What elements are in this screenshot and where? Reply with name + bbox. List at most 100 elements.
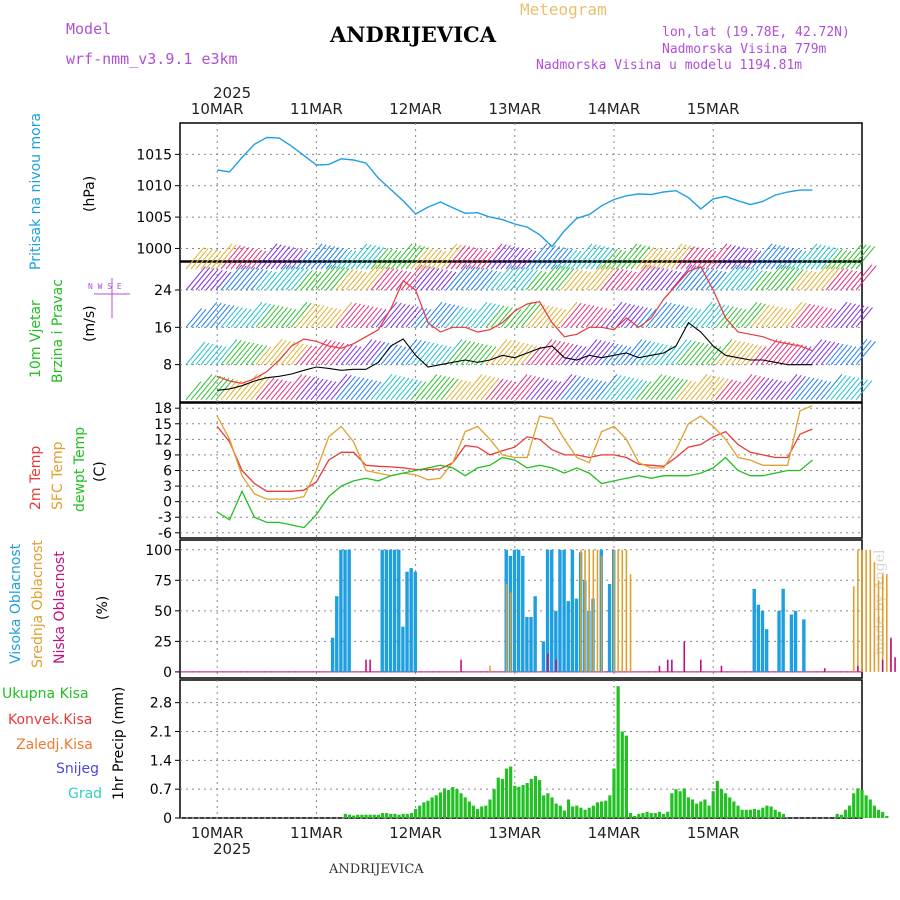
precip-bar-33 [480,806,484,818]
wind-barb-648 [725,247,745,270]
wind-barb-90 [635,266,656,291]
wind-barb-129 [830,268,849,291]
wind-barb-126 [815,266,836,291]
wind-barb-655 [760,245,781,270]
day-label-top-3: 13MAR [488,100,541,118]
wind-barb-144 [230,308,248,328]
wind-barb-499 [655,376,676,400]
wind-barb-267 [845,305,865,328]
wind-barb-573 [350,244,372,270]
cloud-high-bar-10 [401,626,405,672]
wind-barb-405 [185,381,202,400]
wind-barb-443 [375,375,397,400]
wind-barb-629 [630,246,651,270]
wind-barb-35 [360,265,382,291]
wind-barb-373 [700,345,718,365]
wind-barb-274 [205,345,223,365]
wind-barb-574 [355,245,376,270]
wind-barb-199 [505,309,522,328]
wind-barb-542 [195,248,213,270]
wind-barb-148 [250,303,271,328]
precip-bar-36 [492,789,496,818]
cloud-high-bar-12 [409,568,413,672]
wind-barb-235 [685,309,702,328]
wind-barb-429 [305,378,324,400]
precip-bar-93 [728,797,732,818]
wind-barb-430 [310,379,328,400]
wind-barb-334 [505,342,525,365]
wind-barb-543 [200,249,218,270]
wind-barb-474 [530,378,549,400]
wind-barb-587 [420,248,438,270]
wind-barb-112 [745,269,763,291]
wind-barb-476 [540,380,558,400]
wind-barb-571 [340,250,357,270]
wind-barb-450 [410,381,427,400]
precip-bar-101 [761,807,765,818]
wind-barb-382 [745,345,763,365]
wind-barb-250 [760,306,779,328]
wind-barb-589 [430,250,447,270]
cloud-high-bar-6 [384,549,389,672]
wind-barb-552 [245,249,263,270]
wind-barb-341 [540,340,561,365]
wind-barb-284 [255,346,272,365]
wind-barb-23 [300,270,318,291]
wind-barb-113 [750,270,768,291]
wind-barb-351 [590,341,611,365]
wind-barb-214 [580,306,599,328]
wind-barb-285 [260,339,283,365]
precip-bar-39 [504,768,509,818]
wind-barb-471 [515,375,536,400]
wind-barb-255 [785,302,807,328]
cloud-high-bar-13 [413,571,417,672]
wind-barb-626 [615,243,638,270]
wind-barb-55 [460,267,481,291]
wind-barb-547 [220,245,241,270]
wind-barb-366 [665,339,688,365]
wind-barb-409 [205,376,226,400]
wind-barb-511 [715,379,733,400]
wind-barb-167 [345,304,366,328]
precip-bar-19 [422,802,426,818]
wind-barb-491 [615,377,635,400]
precip-bar-61 [595,802,600,818]
wind-barb-444 [380,375,401,400]
wind-barb-465 [485,378,504,400]
wind-barb-155 [285,301,308,328]
wind-barb-670 [835,250,852,270]
wind-barb-520 [760,379,778,400]
wind-barb-501 [665,378,684,400]
wind-barb-26 [315,265,337,291]
wind-barb-423 [275,381,292,400]
altitude: Nadmorska Visina 779m [662,42,827,57]
precip-bar-119 [885,815,889,818]
wind-barb-381 [740,344,758,365]
wind-barb-505 [685,374,708,400]
wind-barb-256 [790,303,811,328]
wind-barb-191 [465,301,488,328]
wind-barb-244 [730,309,747,328]
wind-barb-310 [385,345,403,365]
precip-bar-75 [653,813,657,818]
cloud-high-bar-0 [330,637,335,672]
wind-barb-295 [310,340,332,365]
wind-barb-427 [295,376,316,400]
precip-bar-27 [455,789,459,818]
wind-barb-369 [680,341,701,365]
wind-barb-667 [820,247,839,270]
wind-barb-544 [205,250,222,270]
wind-barb-421 [265,379,283,400]
wind-barb-66 [515,268,534,291]
wind-barb-190 [460,309,477,328]
precip-bar-9 [380,813,385,818]
wind-barb-492 [620,378,639,400]
wind-barb-481 [565,376,586,400]
precip-bar-16 [409,813,414,818]
precip-bar-43 [521,785,525,818]
wind-barb-526 [790,376,811,400]
wind-barb-532 [820,374,843,400]
precip-bar-89 [711,791,715,818]
wind-barb-422 [270,380,288,400]
wind-barb-652 [745,250,762,270]
